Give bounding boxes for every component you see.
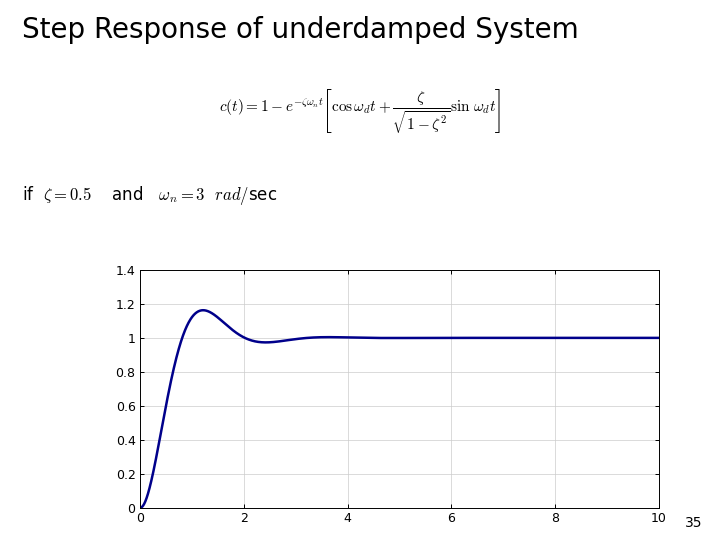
- Text: Step Response of underdamped System: Step Response of underdamped System: [22, 16, 578, 44]
- Text: 35: 35: [685, 516, 702, 530]
- Text: if  $\zeta = 0.5$    and   $\omega_n = 3$  $rad/$sec: if $\zeta = 0.5$ and $\omega_n = 3$ $rad…: [22, 184, 276, 207]
- Text: $c(t) = 1 - e^{-\zeta\omega_n t}\left[\cos\omega_d t + \dfrac{\zeta}{\sqrt{1-\ze: $c(t) = 1 - e^{-\zeta\omega_n t}\left[\c…: [219, 87, 501, 134]
